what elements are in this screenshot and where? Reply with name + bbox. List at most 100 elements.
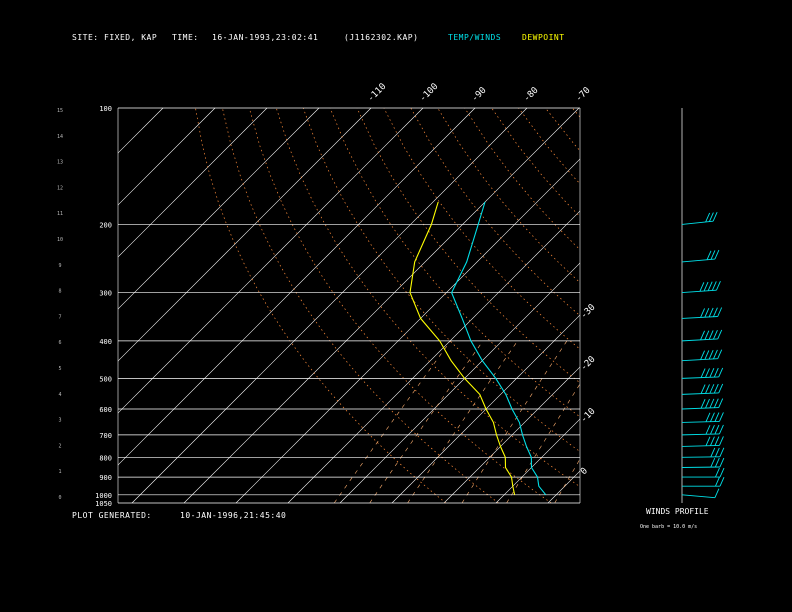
height-km-label: 2 xyxy=(58,443,61,449)
wind-barb-flag xyxy=(705,425,711,435)
pressure-tick-label: 300 xyxy=(99,290,112,298)
isotherm-line xyxy=(235,158,580,503)
isotherm-line xyxy=(118,108,476,466)
pressure-tick-label: 100 xyxy=(99,105,112,113)
pressure-tick-label: 500 xyxy=(99,375,112,383)
isotherm-top-label: -110 xyxy=(366,82,388,104)
isotherm-right-label: -10 xyxy=(579,407,598,426)
temperature-trace xyxy=(450,201,547,496)
plot-generated-value: 10-JAN-1996,21:45:40 xyxy=(180,511,287,520)
wind-barb-flag xyxy=(714,249,720,260)
wind-barb-flag xyxy=(708,307,714,318)
wind-barb-flag xyxy=(719,467,725,478)
dry-adiabat xyxy=(437,108,580,284)
isotherm-line xyxy=(547,470,580,503)
isotherm-line xyxy=(391,314,580,503)
mixing-ratio-line xyxy=(596,341,688,503)
wind-barb-flag xyxy=(704,350,710,360)
height-km-label: 7 xyxy=(58,314,61,320)
wind-barb-flag xyxy=(709,384,715,394)
wind-barb-flag xyxy=(718,398,724,408)
wind-barb-flag xyxy=(715,477,720,487)
isotherm-top-label: -100 xyxy=(418,82,440,104)
wind-barb-staff xyxy=(681,392,719,395)
wind-barb-staff xyxy=(681,420,720,423)
pressure-tick-label: 600 xyxy=(99,406,112,414)
wind-barb-flag xyxy=(706,250,712,260)
wind-barb-flag xyxy=(700,399,706,409)
wind-barb-staff xyxy=(681,445,720,447)
isotherm-line xyxy=(652,108,792,503)
wind-barb-flag xyxy=(705,412,711,422)
height-km-label: 4 xyxy=(58,392,61,398)
wind-barb-flag xyxy=(719,457,725,468)
pressure-tick-label: 400 xyxy=(99,338,112,346)
dry-adiabat xyxy=(329,108,580,418)
dewpoint-trace xyxy=(409,201,516,495)
mixing-ratio-line xyxy=(506,383,580,503)
wind-barb-flag xyxy=(708,212,714,222)
diagram-grid xyxy=(118,108,792,503)
isobars xyxy=(117,107,581,504)
time-value: 16-JAN-1993,23:02:41 xyxy=(212,33,319,42)
wind-barb-flag xyxy=(717,307,723,317)
wind-barb-flag xyxy=(713,398,719,408)
dry-adiabat xyxy=(410,108,580,317)
wind-barb-flag xyxy=(710,447,716,458)
wind-barb-flag xyxy=(719,447,725,458)
wind-barb-flag xyxy=(700,384,706,394)
wind-barb-flag xyxy=(718,367,724,378)
height-km-label: 15 xyxy=(57,108,63,114)
wind-barb-flag xyxy=(719,424,724,435)
site-value: FIXED, KAP xyxy=(104,33,158,42)
mixing-ratio-line xyxy=(333,340,451,503)
wind-barb-flag xyxy=(707,281,713,291)
isotherm-line xyxy=(118,108,372,362)
isotherm-line xyxy=(118,108,268,258)
wind-barb-flag xyxy=(700,368,706,378)
height-km-label: 14 xyxy=(57,134,63,140)
height-km-label: 3 xyxy=(58,418,61,424)
height-km-label: 11 xyxy=(57,211,63,217)
time-label: TIME: xyxy=(172,33,199,42)
wind-barb-staff xyxy=(681,407,719,410)
isotherm-line xyxy=(756,108,792,503)
isotherm-right-label: -30 xyxy=(579,303,598,322)
wind-barb-flag xyxy=(705,436,711,447)
pressure-tick-label: 800 xyxy=(99,454,112,462)
dry-adiabat xyxy=(275,108,580,488)
wind-barb-flag xyxy=(704,330,710,340)
pressure-tick-label: 200 xyxy=(99,221,112,229)
wind-barb-staff xyxy=(681,220,714,225)
wind-barb-flag xyxy=(700,330,705,341)
wind-barb-flag xyxy=(715,467,720,478)
dry-adiabat xyxy=(545,108,580,152)
mixing-ratio-line xyxy=(407,340,518,503)
wind-barb-staff xyxy=(681,289,717,294)
file-id: (J1162302.KAP) xyxy=(344,33,419,42)
site-label: SITE: xyxy=(72,33,99,42)
axis-labels: 1002003004005006007008009001000105001234… xyxy=(57,82,598,508)
wind-barb-flag xyxy=(713,329,718,340)
wind-barb-flag xyxy=(717,329,723,340)
mixing-ratio-line xyxy=(461,340,568,503)
wind-barb-flag xyxy=(714,412,720,422)
wind-barb-flag xyxy=(705,398,710,409)
isotherm-top-label: -80 xyxy=(522,86,541,105)
height-km-label: 10 xyxy=(57,237,63,243)
isotherm-line xyxy=(443,366,580,503)
isotherm-right-label: 0 xyxy=(579,466,590,477)
pressure-tick-label: 900 xyxy=(99,474,112,482)
wind-barb-flag xyxy=(712,211,718,222)
isotherm-line xyxy=(118,108,424,414)
wind-barb-staff xyxy=(681,258,715,263)
wind-barb-flag xyxy=(710,436,715,446)
wind-barb-flag xyxy=(710,424,715,435)
isotherm-line xyxy=(118,108,216,206)
height-km-label: 13 xyxy=(57,160,63,166)
isotherm-top-label: -70 xyxy=(574,86,593,105)
wind-barb-flag xyxy=(711,281,717,291)
isotherm-line xyxy=(600,108,792,503)
dry-adiabat xyxy=(491,108,580,218)
